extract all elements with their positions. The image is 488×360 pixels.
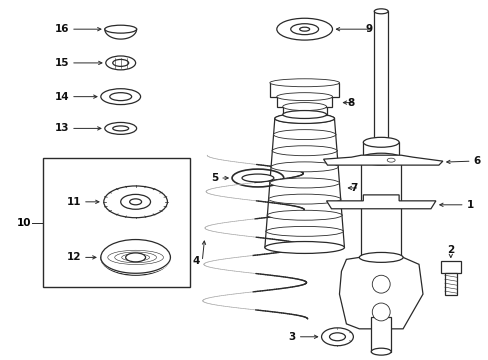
Text: 8: 8 [346, 98, 354, 108]
Ellipse shape [101, 239, 170, 275]
Bar [361, 158, 400, 257]
Bar [359, 257, 402, 317]
Bar [269, 83, 339, 96]
Ellipse shape [370, 348, 390, 355]
Text: 16: 16 [54, 24, 69, 34]
Ellipse shape [272, 146, 336, 156]
Ellipse shape [105, 56, 135, 70]
Ellipse shape [363, 155, 398, 165]
Ellipse shape [104, 122, 136, 134]
Ellipse shape [321, 328, 353, 346]
Ellipse shape [282, 111, 326, 118]
Circle shape [371, 303, 389, 321]
Ellipse shape [290, 24, 318, 35]
Polygon shape [326, 195, 435, 209]
Ellipse shape [276, 18, 332, 40]
Ellipse shape [268, 194, 340, 204]
Text: 9: 9 [365, 24, 371, 34]
Ellipse shape [265, 226, 343, 236]
Bar [444, 273, 456, 295]
FancyBboxPatch shape [43, 158, 190, 287]
Text: 10: 10 [17, 218, 31, 228]
Ellipse shape [359, 252, 402, 262]
Text: 15: 15 [54, 58, 69, 68]
Ellipse shape [274, 113, 334, 123]
Text: 11: 11 [66, 197, 81, 207]
Text: 2: 2 [447, 246, 453, 255]
Ellipse shape [363, 137, 398, 147]
Ellipse shape [109, 93, 131, 100]
Ellipse shape [129, 199, 142, 205]
Text: 12: 12 [66, 252, 81, 262]
Bar [282, 107, 326, 114]
Circle shape [371, 275, 389, 293]
Ellipse shape [386, 158, 394, 162]
Ellipse shape [267, 210, 341, 220]
Ellipse shape [122, 254, 149, 261]
Text: 5: 5 [210, 173, 218, 183]
Ellipse shape [113, 59, 128, 66]
Ellipse shape [242, 174, 273, 182]
Bar [370, 317, 390, 352]
Ellipse shape [361, 153, 400, 163]
Ellipse shape [269, 79, 339, 87]
Ellipse shape [274, 113, 334, 123]
Text: 14: 14 [54, 92, 69, 102]
Polygon shape [339, 257, 422, 329]
Ellipse shape [113, 126, 128, 131]
Text: 4: 4 [192, 256, 200, 266]
Text: 7: 7 [349, 183, 357, 193]
Text: 3: 3 [288, 332, 295, 342]
Ellipse shape [107, 250, 163, 265]
Text: 1: 1 [466, 200, 473, 210]
Bar [276, 96, 332, 107]
Ellipse shape [273, 130, 335, 140]
Ellipse shape [276, 93, 332, 100]
Ellipse shape [125, 253, 145, 262]
Ellipse shape [269, 178, 339, 188]
Text: 6: 6 [473, 156, 480, 166]
Ellipse shape [373, 9, 387, 14]
Ellipse shape [270, 162, 338, 172]
Bar [363, 142, 398, 160]
Text: 13: 13 [54, 123, 69, 134]
Ellipse shape [115, 252, 156, 263]
Ellipse shape [103, 186, 167, 218]
Polygon shape [323, 155, 442, 165]
Ellipse shape [101, 89, 141, 105]
Ellipse shape [232, 169, 283, 187]
Ellipse shape [264, 242, 344, 253]
Ellipse shape [329, 333, 345, 341]
Ellipse shape [104, 25, 136, 33]
Ellipse shape [121, 194, 150, 209]
Ellipse shape [282, 103, 326, 111]
Bar [440, 261, 460, 273]
Bar [373, 11, 387, 150]
Ellipse shape [299, 27, 309, 31]
